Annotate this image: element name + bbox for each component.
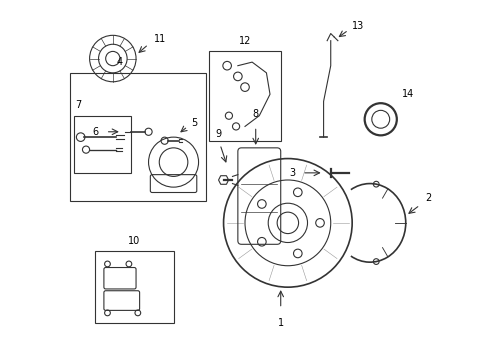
Text: 13: 13: [352, 21, 365, 31]
Text: 10: 10: [128, 236, 141, 246]
Text: 9: 9: [215, 129, 221, 139]
Text: 11: 11: [154, 34, 166, 44]
Text: 5: 5: [192, 118, 197, 128]
Bar: [70, 73, 206, 202]
Text: 7: 7: [75, 100, 81, 111]
Text: 6: 6: [93, 127, 98, 137]
Text: 4: 4: [117, 58, 123, 67]
Text: 14: 14: [402, 89, 415, 99]
Text: 12: 12: [239, 36, 251, 46]
Text: 2: 2: [425, 193, 432, 203]
Bar: [95, 251, 173, 323]
Bar: [209, 51, 281, 141]
Text: 1: 1: [278, 318, 284, 328]
Text: 8: 8: [253, 109, 259, 119]
Text: 3: 3: [289, 168, 295, 178]
Bar: [74, 116, 131, 173]
